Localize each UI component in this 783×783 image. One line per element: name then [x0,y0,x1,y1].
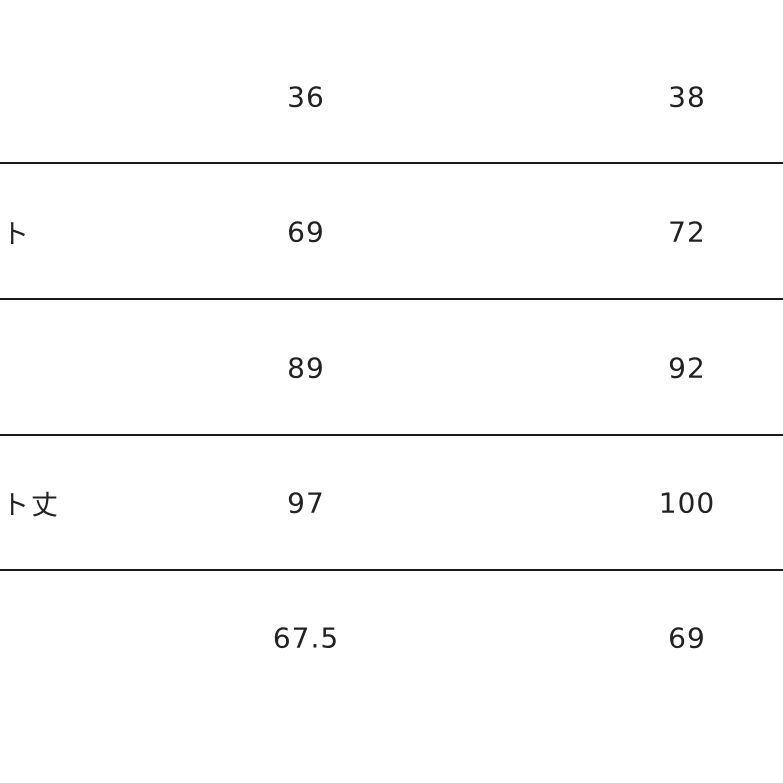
row-label: ト [2,219,31,251]
cell-value: 97 [287,486,325,520]
cell-value: 67.5 [272,621,340,655]
cell-value: 38 [668,80,706,114]
row-divider [0,298,783,300]
cell-value: 89 [287,351,325,385]
cell-value: 72 [668,215,706,249]
row-divider [0,569,783,571]
cell-value: 92 [668,351,706,385]
cell-value: 100 [658,486,716,520]
row-divider [0,434,783,436]
cell-value: 69 [668,621,706,655]
table-row: 36 38 [0,29,783,165]
cell-value: 36 [287,80,325,114]
table-row: ト丈 97 100 [0,435,783,571]
table-row: 67.5 69 [0,570,783,706]
table-row: 89 92 [0,300,783,436]
cell-value: 69 [287,215,325,249]
table-row: ト 69 72 [0,164,783,300]
row-label: ト丈 [2,490,60,522]
row-divider [0,162,783,164]
